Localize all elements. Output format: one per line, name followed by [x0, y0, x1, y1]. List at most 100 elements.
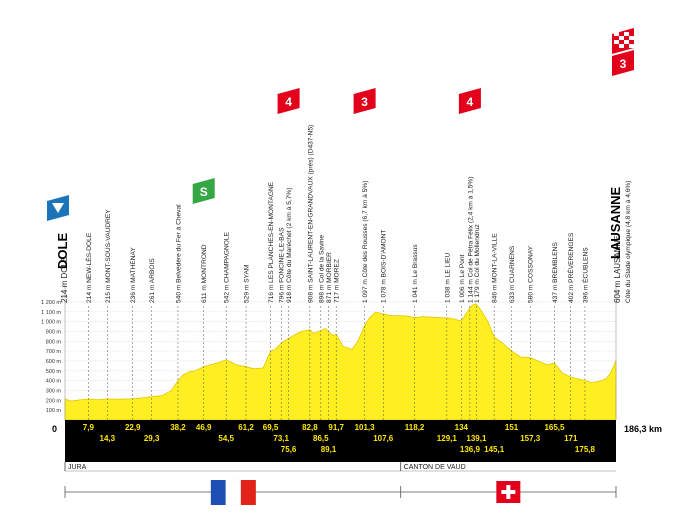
waypoint-label: 437 m BREMBLENS [552, 242, 559, 303]
waypoint-label: 396 m ÉCUBLENS [580, 247, 589, 303]
km-label: 165,5 [544, 423, 565, 432]
altitude-tick-label: 100 m [46, 408, 62, 414]
km-label: 136,9 [460, 445, 481, 454]
climb-marker: 4 [277, 88, 300, 114]
waypoint-label: 716 m LES PLANCHES-EN-MONTAGNE [268, 181, 275, 303]
region-label: CANTON DE VAUD [404, 464, 466, 471]
km-label: 54,5 [218, 434, 234, 443]
total-distance: 186,3 km [624, 424, 662, 434]
km-label: 69,5 [263, 423, 279, 432]
km-label: 171 [564, 434, 578, 443]
waypoint-label: 214 m NEW-LÈS-DOLE [84, 232, 93, 303]
km-label: 145,1 [484, 445, 505, 454]
waypoint-labels: 214 m NEW-LÈS-DOLE 215 m MONT-SOUS-VAUDRE… [55, 125, 632, 303]
km-label: 14,3 [100, 434, 116, 443]
waypoint-label: 261 m ARBOIS [149, 258, 156, 303]
waypoint-label: 717 m MOREZ [334, 259, 341, 303]
altitude-tick-label: 800 m [46, 339, 62, 345]
waypoint-label: 846 m MONT-LA-VILLE [492, 233, 499, 303]
waypoint-label: 1 078 m BOIS-D'AMONT [381, 230, 388, 303]
climb-marker-flag [458, 88, 481, 114]
climb-marker-text: 3 [620, 57, 627, 71]
waypoint-label: 215 m MONT-SOUS-VAUDREY [105, 209, 112, 303]
altitude-tick-label: 600 m [46, 359, 62, 365]
waypoint-label: 898 m Col de la Savine [318, 234, 325, 303]
start-town: DOLE [55, 233, 70, 269]
waypoint-label: 580 m COSSONAY [528, 245, 535, 303]
km-label: 89,1 [321, 445, 337, 454]
checker-square [624, 40, 629, 44]
region-label: JURA [68, 464, 87, 471]
sprint-text: S [200, 185, 208, 199]
waypoint-label: 611 m MONTROND [201, 244, 208, 303]
finish-climb-label: Côte du Stade olympique (4,8 km à 4,6%) [625, 181, 632, 303]
km-label: 118,2 [405, 423, 425, 432]
waypoint-leaders [88, 306, 586, 420]
profile-fill [64, 303, 617, 421]
waypoint-label: 871 m MORBIER [326, 252, 333, 303]
waypoint-label: 1 179 m Col du Mollendruz [474, 224, 481, 303]
km-label: 91,7 [328, 423, 344, 432]
altitude-tick-label: 1 000 m [41, 320, 61, 326]
waypoint-label: 1 006 m Le Pont [459, 254, 466, 303]
waypoint-label: 236 m MATHENAY [130, 247, 137, 303]
checker-square [629, 44, 634, 48]
km-label: 22,9 [125, 423, 141, 432]
km-label: 101,3 [355, 423, 376, 432]
km-label: 134 [455, 423, 469, 432]
km-label: 38,2 [170, 423, 186, 432]
waypoint-label: 1 097 m Côte des Rousses (6,7 km à 5%) [362, 181, 369, 303]
start-km: 0 [52, 424, 57, 434]
climb-marker: 4 [458, 88, 481, 114]
start-label: 214 m DOLE [60, 257, 69, 303]
waypoint-label: 529 m SYAM [244, 265, 251, 303]
km-label: 82,8 [302, 423, 318, 432]
region-strip: JURA CANTON DE VAUD [64, 462, 617, 506]
climb-marker-text: 4 [285, 95, 292, 109]
france-flag-white [225, 479, 241, 506]
waypoint-label: 796 m FONCINE-LE-BAS [279, 227, 286, 303]
climb-markers: 4 3 4 3 S [47, 28, 634, 221]
checker-square [619, 44, 624, 48]
checker-square [624, 32, 629, 36]
waypoint-label: 908 m SAINT-LAURENT-EN-GRANDVAUX (près) … [307, 125, 314, 303]
km-label: 29,3 [144, 434, 160, 443]
start-marker [47, 195, 69, 221]
altitude-tick-label: 1 100 m [41, 310, 61, 316]
km-label: 157,3 [520, 434, 541, 443]
altitude-tick-label: 200 m [46, 398, 62, 404]
climb-marker: 3 [612, 50, 634, 76]
finish-town: LAUSANNE [608, 186, 623, 259]
km-label: 151 [505, 423, 519, 432]
climb-marker-flag [612, 50, 634, 76]
climb-marker-text: 3 [361, 95, 368, 109]
altitude-tick-label: 400 m [46, 379, 62, 385]
sprint-flag [192, 178, 215, 204]
climb-marker: 3 [353, 88, 376, 114]
finish-flag [612, 28, 634, 54]
waypoint-label: 1 038 m LE LIEU [444, 253, 451, 303]
france-flag-blue [210, 480, 226, 505]
waypoint-label: 540 m Belvédère du Fer à Cheval [175, 204, 182, 303]
distance-band: 0 186,3 km [52, 420, 662, 462]
km-label: 46,9 [196, 423, 212, 432]
waypoint-label: 1 041 m Le Brassus [412, 244, 419, 303]
waypoint-label: 1 144 m Col de Pétra Félix (2,4 km à 1,5… [467, 177, 474, 303]
km-label: 175,8 [575, 445, 596, 454]
altitude-tick-label: 300 m [46, 388, 62, 394]
waypoint-label: 633 m CUARNENS [509, 245, 516, 303]
km-label: 73,1 [273, 434, 289, 443]
km-label: 139,1 [466, 434, 487, 443]
km-label: 86,5 [313, 434, 329, 443]
km-label: 7,9 [83, 423, 95, 432]
checker-square [614, 32, 619, 36]
elevation-profile [64, 285, 617, 421]
waypoint-label: 542 m CHAMPAGNOLE [224, 231, 231, 303]
checker-square [629, 36, 634, 40]
climb-marker-flag [353, 88, 376, 114]
distance-labels: 7,9 14,3 22,929,3 38,2 46,9 54,5 61,2 69,5 73,1 7… [83, 423, 596, 454]
france-flag-red [240, 480, 256, 505]
km-label: 107,6 [373, 434, 394, 443]
altitude-tick-label: 900 m [46, 329, 62, 335]
